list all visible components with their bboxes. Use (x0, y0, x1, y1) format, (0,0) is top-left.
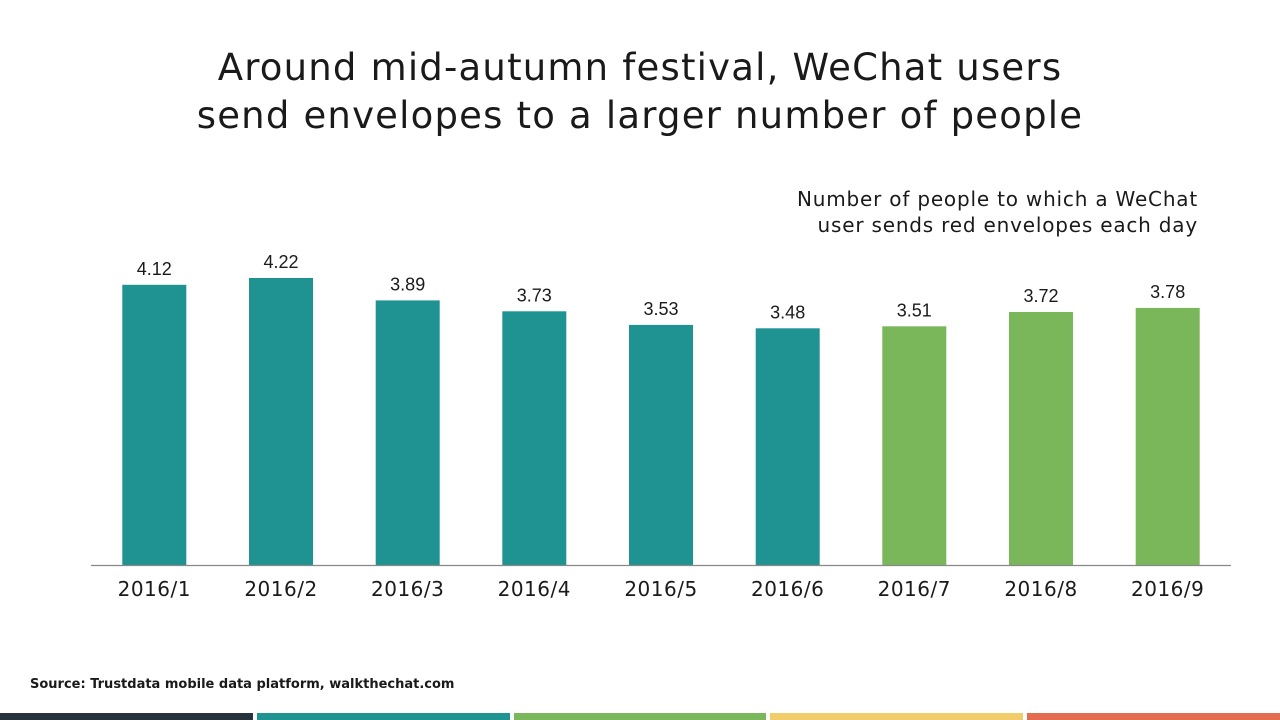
source-note: Source: Trustdata mobile data platform, … (30, 677, 455, 692)
chart-subtitle-line-1: Number of people to which a WeChat (797, 187, 1198, 211)
x-tick-label-2016/3: 2016/3 (371, 577, 444, 601)
x-tick-label-2016/6: 2016/6 (751, 577, 824, 601)
bar-2016/7 (882, 326, 947, 565)
bar-2016/1 (122, 284, 187, 565)
value-label-2016/1: 4.12 (137, 259, 172, 279)
bar-2016/6 (755, 328, 820, 565)
x-tick-label-2016/2: 2016/2 (244, 577, 317, 601)
footer-stripe-segment-1 (0, 713, 253, 720)
x-tick-label-2016/8: 2016/8 (1004, 577, 1077, 601)
bar-2016/4 (502, 311, 567, 565)
value-label-2016/9: 3.78 (1150, 282, 1185, 302)
bar-2016/2 (249, 278, 313, 565)
chart-title-line-2: send envelopes to a larger number of peo… (196, 94, 1084, 137)
value-label-2016/6: 3.48 (770, 302, 805, 322)
value-label-2016/5: 3.53 (643, 299, 678, 319)
chart-title: Around mid-autumn festival, WeChat users… (0, 44, 1280, 140)
bar-2016/3 (375, 300, 440, 565)
value-label-2016/3: 3.89 (390, 274, 425, 294)
x-tick-label-2016/1: 2016/1 (118, 577, 191, 601)
footer-color-stripe (0, 713, 1280, 720)
bar-2016/5 (629, 324, 693, 565)
x-tick-label-2016/4: 2016/4 (498, 577, 571, 601)
footer-stripe-segment-5 (1027, 713, 1280, 720)
chart-subtitle: Number of people to which a WeChat user … (678, 186, 1198, 238)
x-tick-label-2016/9: 2016/9 (1131, 577, 1204, 601)
value-label-2016/8: 3.72 (1023, 286, 1058, 306)
x-tick-label-2016/7: 2016/7 (878, 577, 951, 601)
bar-2016/8 (1009, 312, 1073, 565)
value-label-2016/7: 3.51 (897, 300, 932, 320)
value-label-2016/4: 3.73 (517, 285, 552, 305)
footer-stripe-segment-4 (770, 713, 1024, 720)
x-tick-label-2016/5: 2016/5 (624, 577, 697, 601)
bar-2016/9 (1135, 307, 1200, 565)
chart-subtitle-line-2: user sends red envelopes each day (817, 213, 1198, 237)
footer-stripe-segment-2 (256, 713, 510, 720)
chart-title-line-1: Around mid-autumn festival, WeChat users (217, 46, 1063, 89)
footer-stripe-segment-3 (513, 713, 767, 720)
value-label-2016/2: 4.22 (263, 252, 298, 272)
